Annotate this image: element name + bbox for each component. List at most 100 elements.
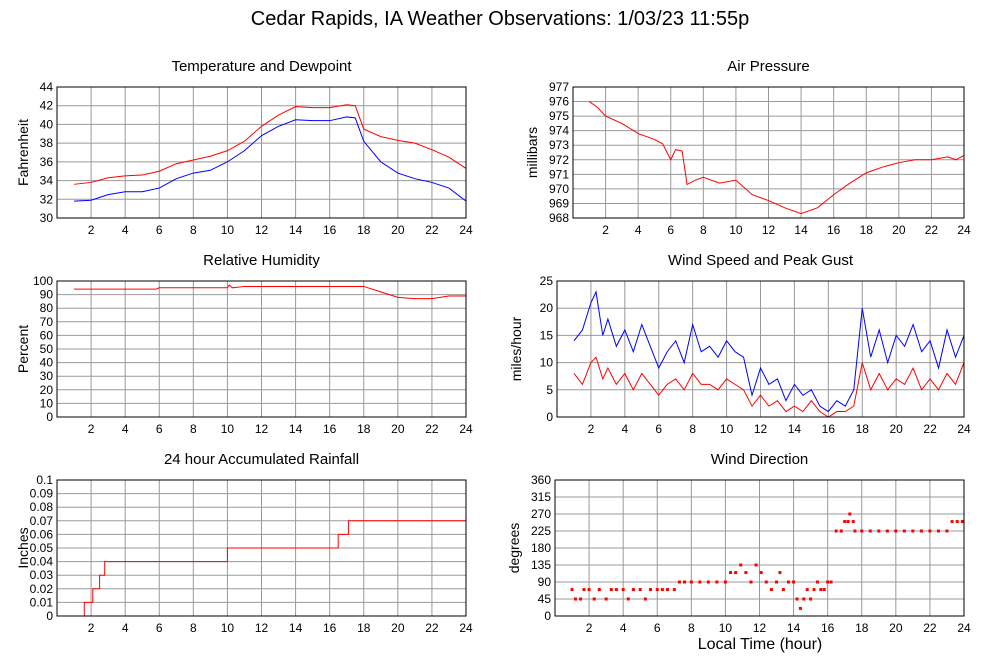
direction-point <box>846 520 850 524</box>
direction-point <box>826 580 830 584</box>
page-title: Cedar Rapids, IA Weather Observations: 1… <box>250 8 750 30</box>
direction-point <box>706 580 710 584</box>
wind-x-tick-label: 14 <box>788 422 802 436</box>
temp-y-tick-label: 40 <box>40 117 54 131</box>
humidity-x-tick-label: 2 <box>88 422 95 436</box>
temp-series-red-line <box>73 104 467 185</box>
wind-y-axis-label: miles/hour <box>508 316 524 381</box>
direction-point <box>853 529 857 533</box>
direction-x-tick-label: 22 <box>923 621 937 635</box>
direction-point <box>665 588 669 592</box>
humidity-y-tick-label: 0 <box>46 410 53 424</box>
temp-x-tick-label: 14 <box>289 223 303 237</box>
direction-point <box>672 588 676 592</box>
direction-point <box>829 580 833 584</box>
pressure-x-tick-label: 18 <box>860 223 874 237</box>
temp-x-tick-label: 16 <box>323 223 337 237</box>
pressure-y-tick-label: 970 <box>549 182 569 196</box>
rain-x-tick-label: 14 <box>289 621 303 635</box>
direction-x-tick-label: 12 <box>753 621 767 635</box>
temp-y-tick-label: 34 <box>40 174 54 188</box>
wind-y-tick-label: 5 <box>546 383 553 397</box>
direction-point <box>723 580 727 584</box>
direction-point <box>950 520 954 524</box>
pressure-x-tick-label: 6 <box>667 223 674 237</box>
wind-x-tick-label: 4 <box>621 422 628 436</box>
direction-point <box>573 597 577 601</box>
direction-point <box>621 588 625 592</box>
direction-point <box>902 529 906 533</box>
rain-x-tick-label: 12 <box>255 621 269 635</box>
direction-y-tick-label: 315 <box>531 490 551 504</box>
direction-point <box>638 588 642 592</box>
humidity-y-tick-label: 90 <box>40 288 54 302</box>
humidity-x-tick-label: 24 <box>459 422 473 436</box>
direction-point <box>945 529 949 533</box>
humidity-x-tick-label: 18 <box>357 422 371 436</box>
direction-y-axis-label: degrees <box>506 523 522 574</box>
direction-point <box>786 580 790 584</box>
humidity-x-tick-label: 8 <box>190 422 197 436</box>
pressure-y-tick-label: 971 <box>549 167 569 181</box>
temp-y-tick-label: 38 <box>40 136 54 150</box>
humidity-chart-title: Relative Humidity <box>203 252 320 269</box>
direction-y-tick-label: 45 <box>538 592 552 606</box>
rain-x-tick-label: 18 <box>357 621 371 635</box>
direction-y-tick-label: 360 <box>531 473 551 487</box>
humidity-y-tick-label: 10 <box>40 396 54 410</box>
humidity-y-axis-label: Percent <box>15 325 31 373</box>
direction-point <box>860 529 864 533</box>
pressure-chart-title: Air Pressure <box>727 58 810 75</box>
temp-y-tick-label: 32 <box>40 192 54 206</box>
direction-point <box>885 529 889 533</box>
direction-point <box>715 580 719 584</box>
direction-point <box>819 588 823 592</box>
direction-point <box>805 588 809 592</box>
direction-x-tick-label: 8 <box>688 621 695 635</box>
humidity-y-tick-label: 40 <box>40 356 54 370</box>
direction-point <box>698 580 702 584</box>
rain-y-tick-label: 0.04 <box>30 555 54 569</box>
pressure-y-tick-label: 973 <box>549 138 569 152</box>
direction-point <box>614 588 618 592</box>
direction-point <box>597 588 601 592</box>
temp-y-tick-label: 30 <box>40 211 54 225</box>
direction-point <box>792 580 796 584</box>
wind-x-tick-label: 10 <box>720 422 734 436</box>
rain-x-tick-label: 10 <box>221 621 235 635</box>
temp-y-tick-label: 44 <box>40 80 54 94</box>
direction-x-tick-label: 2 <box>586 621 593 635</box>
direction-point <box>843 520 847 524</box>
pressure-x-tick-label: 12 <box>762 223 776 237</box>
direction-point <box>822 588 826 592</box>
direction-point <box>775 580 779 584</box>
direction-point <box>677 580 681 584</box>
direction-point <box>955 520 959 524</box>
pressure-x-tick-label: 20 <box>892 223 906 237</box>
direction-x-tick-label: 24 <box>957 621 971 635</box>
humidity-x-tick-label: 20 <box>391 422 405 436</box>
rain-y-tick-label: 0.06 <box>30 527 54 541</box>
humidity-x-tick-label: 22 <box>425 422 439 436</box>
temp-x-tick-label: 20 <box>391 223 405 237</box>
direction-point <box>604 597 608 601</box>
direction-point <box>812 588 816 592</box>
direction-point <box>781 588 785 592</box>
direction-y-tick-label: 225 <box>531 524 551 538</box>
wind-x-tick-label: 12 <box>754 422 768 436</box>
temp-x-tick-label: 8 <box>190 223 197 237</box>
temp-x-tick-label: 2 <box>88 223 95 237</box>
humidity-y-tick-label: 100 <box>33 274 53 288</box>
wind-x-tick-label: 8 <box>689 422 696 436</box>
pressure-y-tick-label: 977 <box>549 80 569 94</box>
direction-point <box>643 597 647 601</box>
wind-x-tick-label: 6 <box>655 422 662 436</box>
wind-x-tick-label: 2 <box>588 422 595 436</box>
direction-y-tick-label: 0 <box>544 609 551 623</box>
direction-point <box>798 606 802 610</box>
humidity-y-tick-label: 60 <box>40 328 54 342</box>
direction-point <box>936 529 940 533</box>
wind-x-tick-label: 18 <box>856 422 870 436</box>
humidity-y-tick-label: 20 <box>40 383 54 397</box>
